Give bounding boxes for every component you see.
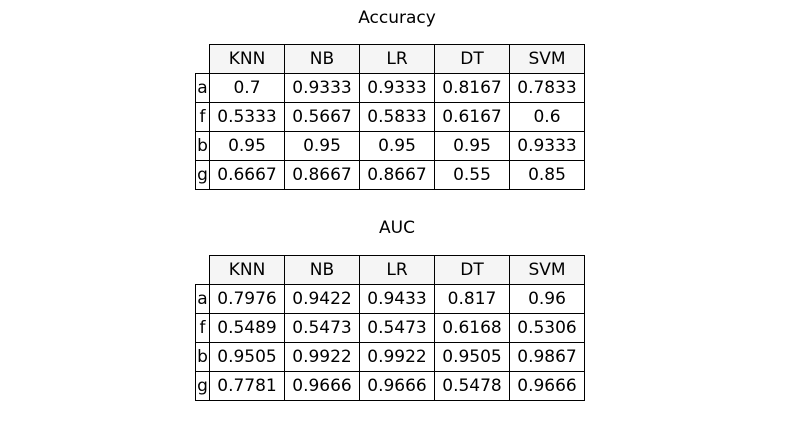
auc-table-cell: 0.9422 [284,284,360,314]
auc-corner-cell [196,256,210,285]
auc-table-cell: 0.5489 [209,313,285,343]
auc-table-cell: 0.5478 [434,371,510,401]
auc-row-header: a [195,284,210,314]
accuracy-table-cell: 0.95 [359,131,435,161]
auc-table-cell: 0.9666 [284,371,360,401]
accuracy-table-cell: 0.7833 [509,73,585,103]
auc-table-cell: 0.5306 [509,313,585,343]
accuracy-row-header: g [195,160,210,190]
accuracy-table-cell: 0.9333 [359,73,435,103]
auc-header-row: KNN NB LR DT SVM [196,255,585,285]
auc-table-cell: 0.96 [509,284,585,314]
accuracy-corner-cell [196,45,210,74]
auc-column-header: DT [434,255,510,285]
auc-table-cell: 0.9433 [359,284,435,314]
auc-table-cell: 0.9505 [209,342,285,372]
auc-table-cell: 0.817 [434,284,510,314]
auc-table-title: AUC [379,218,415,238]
accuracy-table-row: a 0.7 0.9333 0.9333 0.8167 0.7833 [195,73,585,103]
auc-row-header: g [195,371,210,401]
accuracy-table: KNN NB LR DT SVM a 0.7 0.9333 0.9333 0.8167 0.7833… [195,44,585,190]
accuracy-column-header: NB [284,44,360,74]
auc-table-cell: 0.9922 [284,342,360,372]
auc-column-header: SVM [509,255,585,285]
accuracy-header-row: KNN NB LR DT SVM [196,44,585,74]
accuracy-table-cell: 0.6667 [209,160,285,190]
accuracy-table-cell: 0.55 [434,160,510,190]
accuracy-table-cell: 0.5333 [209,102,285,132]
auc-table-cell: 0.6168 [434,313,510,343]
accuracy-table-cell: 0.8667 [359,160,435,190]
auc-column-header: LR [359,255,435,285]
accuracy-table-cell: 0.9333 [284,73,360,103]
accuracy-table-cell: 0.7 [209,73,285,103]
auc-table-row: g 0.7781 0.9666 0.9666 0.5478 0.9666 [195,371,585,401]
accuracy-table-row: g 0.6667 0.8667 0.8667 0.55 0.85 [195,160,585,190]
auc-row-header: f [195,313,210,343]
auc-row-header: b [195,342,210,372]
auc-table: KNN NB LR DT SVM a 0.7976 0.9422 0.9433 0.817 0.96… [195,255,585,401]
auc-column-header: KNN [209,255,285,285]
accuracy-table-row: b 0.95 0.95 0.95 0.95 0.9333 [195,131,585,161]
auc-table-cell: 0.9867 [509,342,585,372]
accuracy-table-cell: 0.95 [434,131,510,161]
accuracy-column-header: DT [434,44,510,74]
accuracy-table-cell: 0.6167 [434,102,510,132]
auc-table-cell: 0.9666 [509,371,585,401]
auc-table-cell: 0.9922 [359,342,435,372]
accuracy-column-header: LR [359,44,435,74]
accuracy-table-cell: 0.5833 [359,102,435,132]
auc-column-header: NB [284,255,360,285]
auc-table-cell: 0.9505 [434,342,510,372]
accuracy-row-header: f [195,102,210,132]
accuracy-table-cell: 0.8167 [434,73,510,103]
auc-table-cell: 0.7976 [209,284,285,314]
accuracy-row-header: a [195,73,210,103]
accuracy-table-cell: 0.85 [509,160,585,190]
accuracy-table-row: f 0.5333 0.5667 0.5833 0.6167 0.6 [195,102,585,132]
accuracy-table-cell: 0.8667 [284,160,360,190]
accuracy-table-cell: 0.95 [284,131,360,161]
auc-table-row: b 0.9505 0.9922 0.9922 0.9505 0.9867 [195,342,585,372]
auc-table-cell: 0.5473 [359,313,435,343]
accuracy-table-cell: 0.9333 [509,131,585,161]
auc-table-row: f 0.5489 0.5473 0.5473 0.6168 0.5306 [195,313,585,343]
accuracy-table-cell: 0.95 [209,131,285,161]
auc-table-cell: 0.5473 [284,313,360,343]
accuracy-row-header: b [195,131,210,161]
accuracy-table-cell: 0.6 [509,102,585,132]
accuracy-table-cell: 0.5667 [284,102,360,132]
accuracy-column-header: SVM [509,44,585,74]
accuracy-column-header: KNN [209,44,285,74]
auc-table-row: a 0.7976 0.9422 0.9433 0.817 0.96 [195,284,585,314]
auc-table-cell: 0.7781 [209,371,285,401]
auc-table-cell: 0.9666 [359,371,435,401]
accuracy-table-title: Accuracy [358,8,436,28]
